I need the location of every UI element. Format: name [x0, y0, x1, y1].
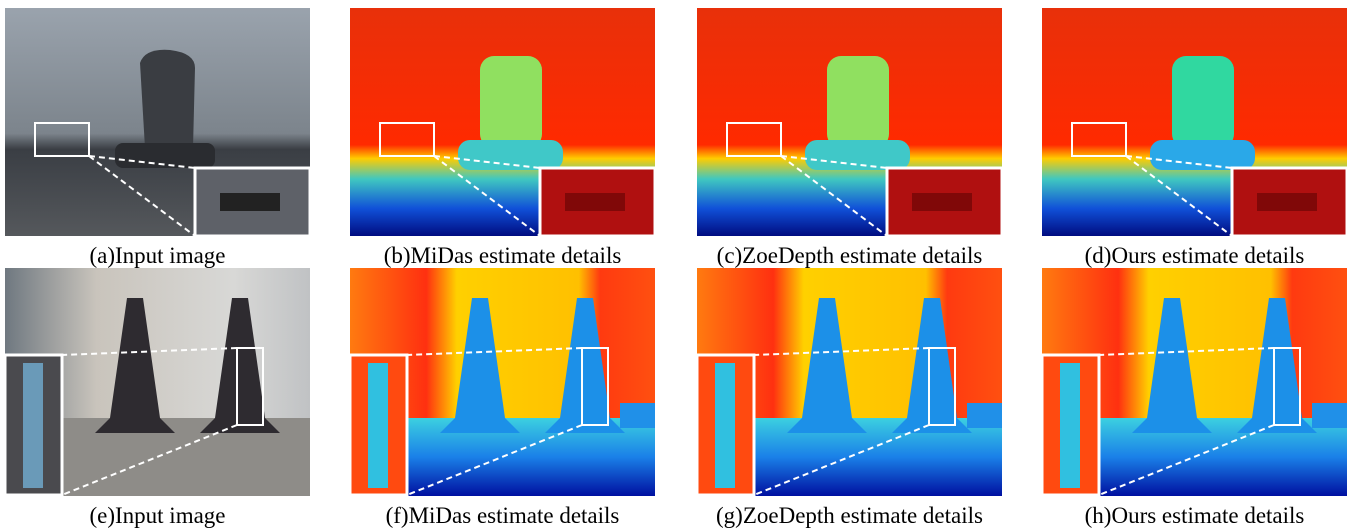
zoom-detail — [23, 363, 43, 488]
panel — [697, 268, 1002, 496]
panel — [5, 8, 310, 236]
panel — [697, 8, 1002, 236]
object-base — [458, 140, 563, 170]
zoom-detail — [220, 193, 280, 211]
panel — [5, 268, 310, 496]
object-base — [805, 140, 910, 170]
caption: (c)ZoeDepth estimate details — [717, 243, 983, 268]
object — [480, 56, 542, 148]
caption: (b)MiDas estimate details — [384, 243, 622, 268]
object — [1172, 56, 1234, 148]
panel — [350, 268, 655, 496]
zoom-detail — [1060, 363, 1080, 488]
caption: (g)ZoeDepth estimate details — [716, 503, 983, 528]
object — [827, 56, 889, 148]
panel — [350, 8, 655, 236]
panel — [1042, 8, 1347, 236]
caption: (f)MiDas estimate details — [386, 503, 620, 528]
caption: (h)Ours estimate details — [1085, 503, 1305, 528]
caption: (a)Input image — [89, 243, 225, 268]
step — [620, 403, 655, 428]
zoom-detail — [565, 193, 625, 211]
panel — [1042, 268, 1347, 496]
zoom-detail — [912, 193, 972, 211]
object — [140, 50, 195, 148]
object-base — [115, 143, 215, 168]
zoom-detail — [368, 363, 388, 488]
figure: (a)Input image (b)MiDas estimate details (… — [0, 0, 1347, 528]
step — [967, 403, 1002, 428]
zoom-detail — [715, 363, 735, 488]
step — [1312, 403, 1347, 428]
zoom-detail — [1257, 193, 1317, 211]
object-base — [1150, 140, 1255, 170]
caption: (d)Ours estimate details — [1085, 243, 1305, 268]
caption: (e)Input image — [89, 503, 225, 528]
